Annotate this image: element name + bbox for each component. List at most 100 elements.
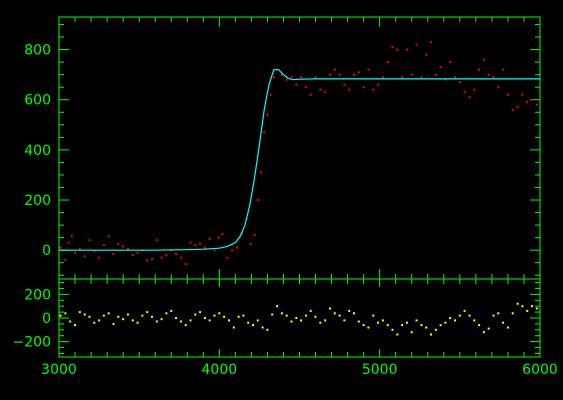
- residual-point: [463, 309, 466, 312]
- data-point: [208, 237, 211, 240]
- residual-point: [223, 315, 226, 318]
- data-point: [463, 91, 466, 94]
- data-point: [285, 78, 288, 81]
- residual-point: [74, 324, 76, 327]
- residual-point: [444, 321, 447, 324]
- residual-point: [112, 322, 115, 325]
- data-point: [353, 73, 355, 76]
- data-point: [396, 48, 399, 51]
- data-point: [348, 88, 351, 91]
- data-point: [314, 76, 317, 79]
- residuals-y-tick-label: 200: [24, 287, 51, 303]
- residual-point: [381, 319, 384, 322]
- main-y-tick-label: 200: [24, 193, 51, 209]
- residual-point: [396, 333, 399, 336]
- residual-point: [377, 321, 380, 324]
- data-point: [107, 235, 110, 238]
- residual-point: [526, 309, 529, 312]
- residual-point: [357, 320, 360, 323]
- data-point: [194, 244, 197, 247]
- data-point: [199, 242, 202, 245]
- residual-point: [126, 313, 129, 316]
- residual-point: [237, 315, 240, 318]
- residuals-y-tick-label: −200: [13, 335, 51, 351]
- main-y-tick-label: 800: [24, 43, 51, 59]
- residual-point: [439, 324, 442, 327]
- residual-point: [535, 307, 538, 310]
- residual-point: [531, 305, 533, 308]
- data-point: [146, 259, 149, 262]
- data-point: [189, 241, 192, 244]
- residuals-y-tick-label: 0: [42, 311, 51, 327]
- residual-point: [228, 319, 230, 322]
- residual-point: [314, 315, 317, 318]
- data-point: [221, 232, 224, 235]
- data-point: [333, 68, 336, 71]
- residual-point: [458, 314, 461, 317]
- data-point: [401, 76, 404, 79]
- residual-point: [285, 314, 288, 317]
- data-point: [131, 254, 134, 257]
- data-point: [256, 199, 259, 201]
- data-point: [74, 251, 76, 254]
- x-tick-label: 6000: [522, 362, 558, 378]
- residual-point: [155, 320, 158, 323]
- data-point: [526, 101, 529, 104]
- data-point: [280, 73, 283, 76]
- data-point: [535, 103, 538, 106]
- residual-point: [252, 324, 254, 327]
- residual-point: [280, 312, 283, 315]
- residual-point: [391, 328, 394, 331]
- data-point: [67, 241, 70, 244]
- residual-point: [492, 314, 495, 317]
- data-point: [70, 235, 73, 238]
- residual-point: [242, 314, 245, 317]
- data-point: [381, 76, 384, 79]
- data-point: [362, 86, 365, 89]
- residual-point: [468, 314, 471, 317]
- data-point: [439, 66, 442, 69]
- data-point: [249, 242, 252, 245]
- data-point: [343, 83, 346, 86]
- data-point: [531, 98, 533, 101]
- data-point: [492, 76, 495, 79]
- data-point: [405, 48, 408, 51]
- data-point: [184, 263, 187, 265]
- data-point: [338, 73, 341, 76]
- data-point: [290, 76, 293, 79]
- residual-point: [309, 309, 312, 312]
- residual-point: [203, 317, 206, 319]
- residual-point: [83, 313, 86, 316]
- data-point: [304, 86, 307, 89]
- residual-point: [343, 319, 346, 322]
- data-point: [357, 71, 360, 74]
- residual-point: [261, 326, 264, 329]
- data-point: [98, 256, 101, 259]
- data-point: [217, 236, 220, 239]
- data-point: [136, 251, 139, 254]
- data-point: [175, 252, 177, 255]
- residual-point: [213, 314, 216, 317]
- data-point: [386, 61, 389, 64]
- residual-point: [64, 312, 67, 315]
- data-point: [203, 246, 206, 249]
- residual-point: [131, 319, 134, 322]
- data-point: [521, 93, 524, 96]
- residual-point: [372, 314, 375, 317]
- residual-point: [165, 312, 168, 315]
- residual-point: [300, 319, 303, 322]
- residual-point: [160, 318, 163, 321]
- residual-point: [420, 324, 423, 327]
- x-tick-label: 5000: [362, 362, 398, 378]
- data-point: [430, 41, 432, 44]
- fit-curve: [59, 69, 540, 251]
- residual-point: [497, 312, 500, 315]
- residuals-panel: −200 0 200 3000 4000 5000 6000: [13, 278, 558, 378]
- data-point: [93, 250, 96, 253]
- residual-point: [405, 321, 408, 324]
- residual-point: [122, 318, 125, 321]
- residual-point: [175, 317, 177, 319]
- data-point: [213, 249, 216, 252]
